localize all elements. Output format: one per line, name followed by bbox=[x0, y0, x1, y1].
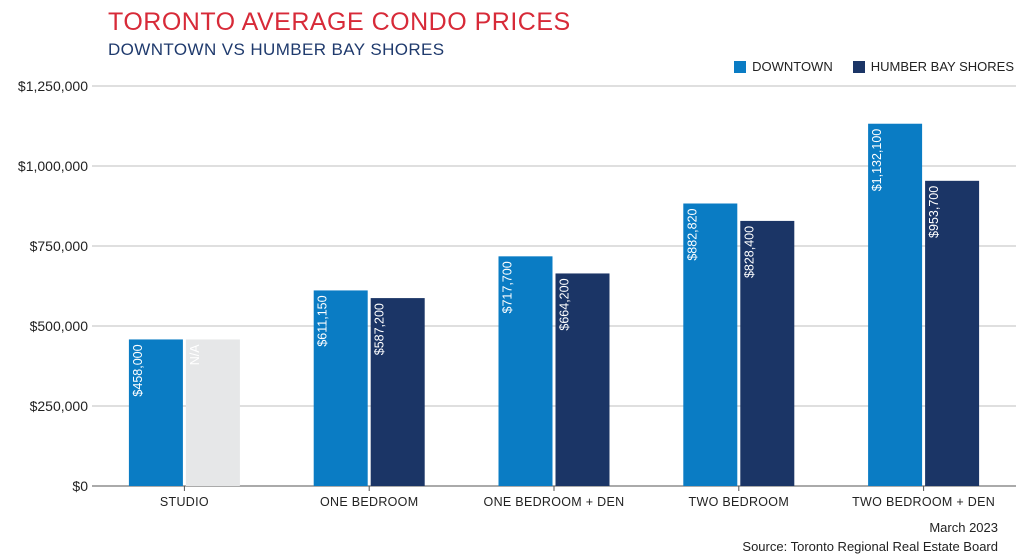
bar-value-label: $953,700 bbox=[927, 186, 941, 238]
legend-swatch-humber bbox=[852, 60, 865, 73]
chart-title: TORONTO AVERAGE CONDO PRICES bbox=[108, 8, 571, 36]
bar-downtown bbox=[868, 123, 923, 486]
legend: DOWNTOWN HUMBER BAY SHORES bbox=[714, 59, 1014, 74]
bar-humber bbox=[370, 298, 425, 486]
bar-value-label: $664,200 bbox=[558, 278, 572, 330]
bar-value-label: $587,200 bbox=[373, 303, 387, 355]
x-tick-label: TWO BEDROOM + DEN bbox=[852, 495, 995, 509]
bar-humber bbox=[740, 220, 795, 487]
y-tick-label: $750,000 bbox=[30, 238, 89, 254]
bar-downtown bbox=[683, 203, 738, 486]
footer: March 2023 Source: Toronto Regional Real… bbox=[742, 518, 998, 556]
bar-downtown bbox=[313, 290, 368, 486]
x-tick-label: ONE BEDROOM bbox=[320, 495, 418, 509]
bar-value-label: $882,820 bbox=[685, 208, 699, 260]
bar-value-label: $1,132,100 bbox=[870, 129, 884, 192]
bar-value-label: N/A bbox=[188, 344, 202, 366]
footer-source: Source: Toronto Regional Real Estate Boa… bbox=[742, 539, 998, 554]
x-tick-label: TWO BEDROOM bbox=[689, 495, 790, 509]
y-tick-label: $1,250,000 bbox=[18, 78, 88, 94]
legend-item-downtown: DOWNTOWN bbox=[734, 59, 833, 74]
bar-value-label: $458,000 bbox=[131, 344, 145, 396]
bar-value-label: $717,700 bbox=[501, 261, 515, 313]
footer-date: March 2023 bbox=[929, 520, 998, 535]
bar-humber bbox=[185, 339, 240, 486]
y-tick-label: $0 bbox=[72, 478, 88, 494]
x-tick-label: ONE BEDROOM + DEN bbox=[484, 495, 625, 509]
legend-swatch-downtown bbox=[734, 60, 747, 73]
bar-value-label: $611,150 bbox=[316, 295, 330, 346]
y-tick-label: $500,000 bbox=[30, 318, 89, 334]
chart-subtitle: DOWNTOWN VS HUMBER BAY SHORES bbox=[108, 40, 445, 59]
x-tick-label: STUDIO bbox=[160, 495, 209, 509]
bar-downtown bbox=[498, 256, 553, 486]
bar-humber bbox=[925, 180, 980, 487]
legend-label-downtown: DOWNTOWN bbox=[752, 59, 833, 74]
y-tick-label: $1,000,000 bbox=[18, 158, 88, 174]
y-tick-label: $250,000 bbox=[30, 398, 89, 414]
bar-humber bbox=[555, 273, 610, 486]
legend-item-humber: HUMBER BAY SHORES bbox=[852, 59, 1014, 74]
bar-value-label: $828,400 bbox=[742, 226, 756, 278]
legend-label-humber: HUMBER BAY SHORES bbox=[870, 59, 1014, 74]
bar-downtown bbox=[128, 339, 183, 486]
